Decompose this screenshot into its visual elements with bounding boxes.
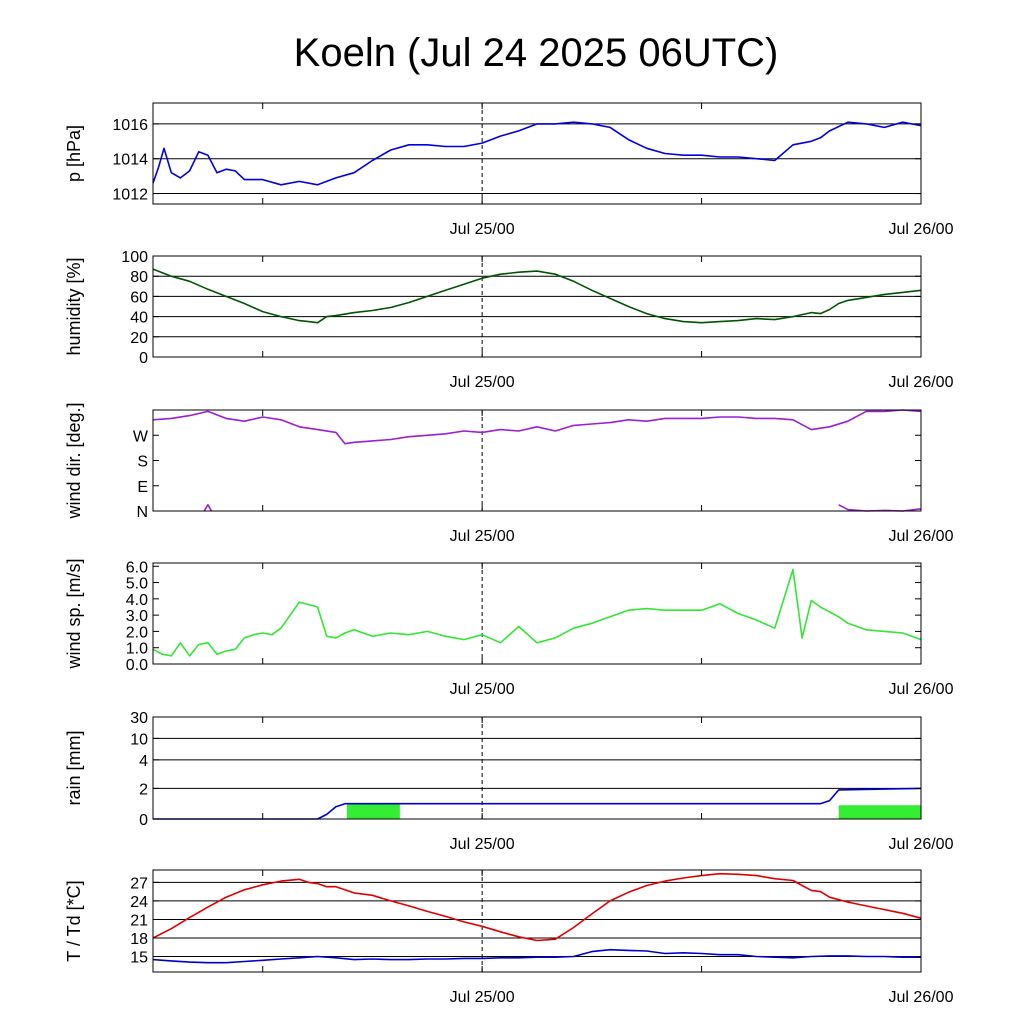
y-axis-label: p [hPa] <box>64 125 84 182</box>
y-tick-label: 40 <box>130 310 148 327</box>
y-axis-label: wind dir. [deg.] <box>64 402 84 519</box>
rain-bar <box>838 805 921 819</box>
x-tick-label: Jul 25/00 <box>450 221 515 238</box>
series-line-1 <box>152 268 922 324</box>
y-tick-label: 1016 <box>112 117 148 134</box>
x-tick-label: Jul 25/00 <box>450 836 515 853</box>
y-tick-label: W <box>133 428 149 445</box>
y-axis-label: wind sp. [m/s] <box>64 558 84 669</box>
y-tick-label: 60 <box>130 289 148 306</box>
y-tick-label: 24 <box>130 894 148 911</box>
y-tick-label: 21 <box>130 912 148 929</box>
y-tick-label: 10 <box>130 731 148 748</box>
y-tick-label: 4.0 <box>126 592 148 609</box>
y-axis-label: humidity [%] <box>64 257 84 355</box>
x-tick-label: Jul 25/00 <box>450 528 515 545</box>
y-tick-label: 27 <box>130 875 148 892</box>
x-tick-label: Jul 26/00 <box>889 989 954 1006</box>
chart-title: Koeln (Jul 24 2025 06UTC) <box>294 31 779 75</box>
plot-frame <box>152 869 922 973</box>
y-tick-label: 0 <box>139 350 148 367</box>
series-line-1 <box>152 409 922 445</box>
y-tick-label: 6.0 <box>126 559 148 576</box>
y-tick-label: N <box>136 504 148 521</box>
y-tick-label: 1.0 <box>126 641 148 658</box>
x-tick-label: Jul 26/00 <box>889 836 954 853</box>
x-tick-label: Jul 26/00 <box>889 374 954 391</box>
y-axis-label: rain [mm] <box>64 730 84 805</box>
y-tick-label: E <box>137 479 148 496</box>
y-tick-label: 1014 <box>112 152 148 169</box>
y-tick-label: 2 <box>139 781 148 798</box>
plot-frame <box>152 255 922 358</box>
series-line-1 <box>152 872 922 942</box>
x-tick-label: Jul 25/00 <box>450 989 515 1006</box>
y-tick-label: 15 <box>130 950 148 967</box>
series-line-2 <box>152 948 921 964</box>
series-line-3 <box>838 504 922 512</box>
rain-bar <box>346 803 400 819</box>
plot-frame <box>152 102 922 205</box>
panel-2: 0 20 40 60 80 100 Jul 25/00 Jul 26/00 humidity [… <box>64 249 954 391</box>
y-tick-label: 3.0 <box>126 608 148 625</box>
x-tick-label: Jul 26/00 <box>889 681 954 698</box>
y-tick-label: 80 <box>130 269 148 286</box>
plot-frame <box>152 562 922 665</box>
y-axis-label: T / Td [*C] <box>64 880 84 961</box>
x-tick-label: Jul 26/00 <box>889 528 954 545</box>
panel-4: 0.01.02.03.04.05.06.0 Jul 25/00 Jul 26/00 w… <box>64 558 954 698</box>
y-tick-label: 4 <box>139 753 148 770</box>
series-line-1 <box>153 787 922 820</box>
y-tick-label: 2.0 <box>126 624 148 641</box>
y-tick-label: 5.0 <box>126 576 148 593</box>
y-tick-label: 0 <box>139 812 148 829</box>
y-tick-label: 100 <box>121 249 148 266</box>
y-tick-label: 1012 <box>112 187 148 204</box>
x-tick-label: Jul 26/00 <box>889 221 954 238</box>
plot-frame <box>152 409 922 512</box>
x-tick-label: Jul 25/00 <box>450 374 515 391</box>
series-line-1 <box>152 568 922 657</box>
y-tick-label: S <box>137 454 148 471</box>
y-tick-label: 30 <box>130 710 148 727</box>
y-tick-label: 0.0 <box>126 657 148 674</box>
x-tick-label: Jul 25/00 <box>450 681 515 698</box>
y-tick-label: 18 <box>130 931 148 948</box>
series-line-1 <box>152 121 922 186</box>
panel-5: 0 2 4 10 30 Jul 25/00 Jul 26/00 rain [mm] <box>64 710 954 853</box>
plot-frame <box>152 716 922 820</box>
panel-1: 1012 1014 1016 Jul 25/00 Jul 26/00 p [hPa] <box>64 102 954 238</box>
y-tick-label: 20 <box>130 330 148 347</box>
series-line-2 <box>203 503 213 512</box>
